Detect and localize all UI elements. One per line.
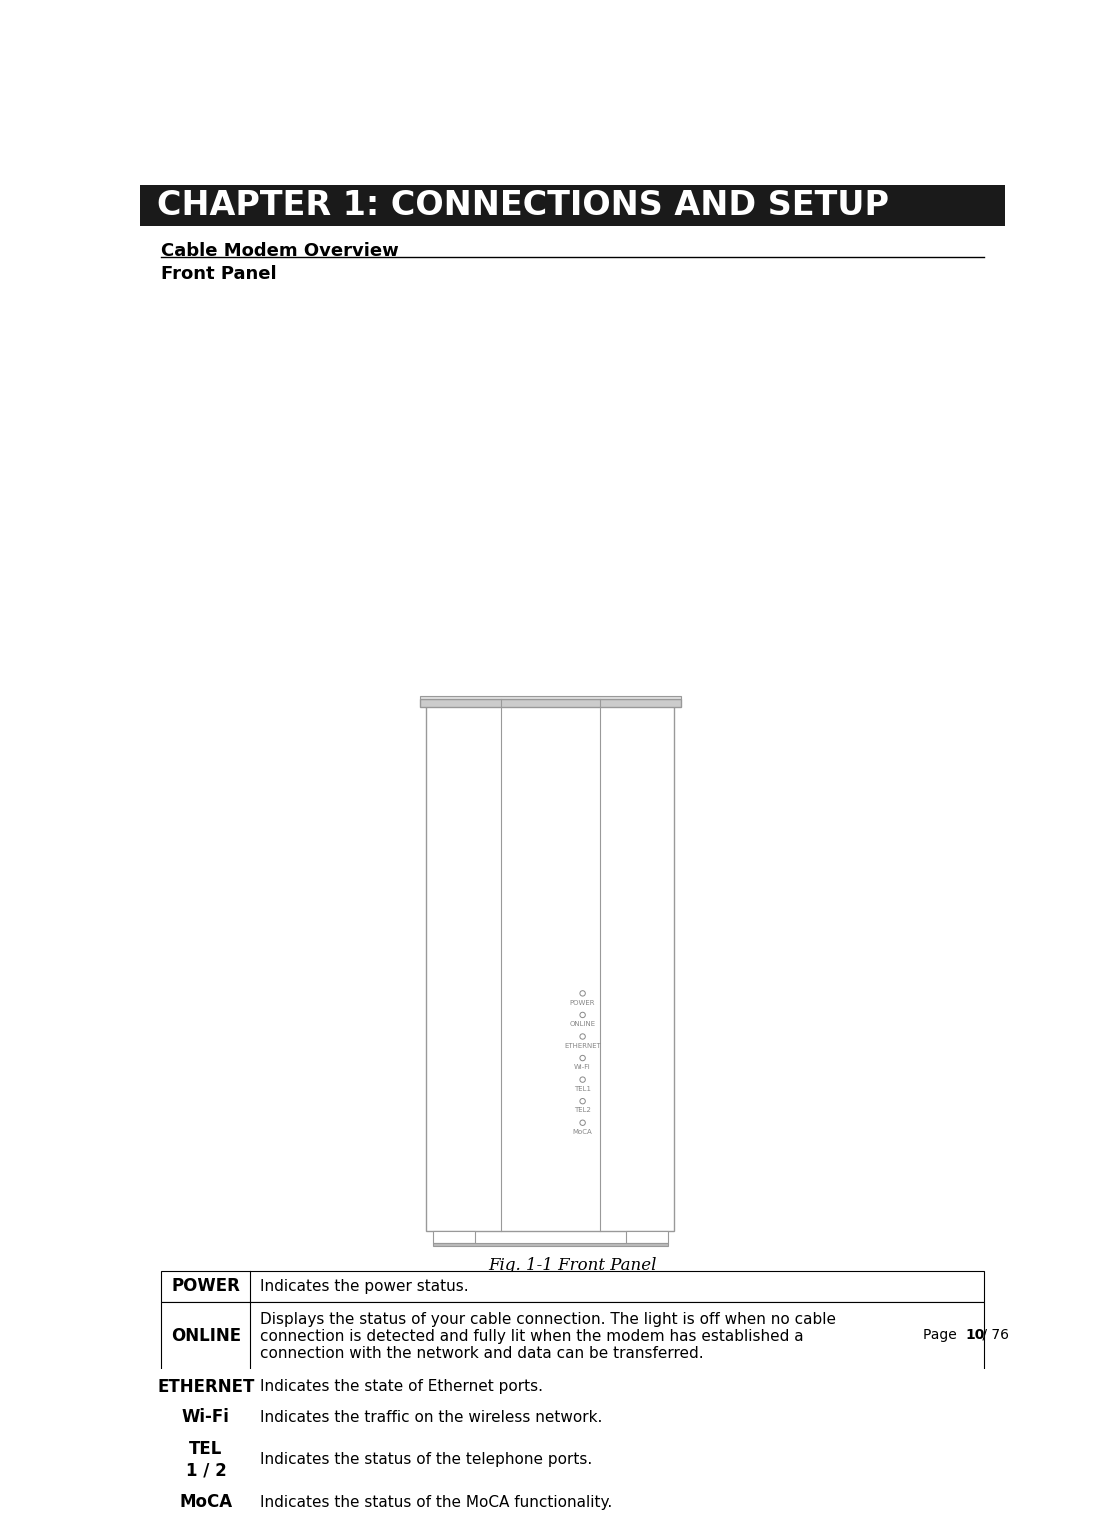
Text: Wi-Fi: Wi-Fi xyxy=(574,1064,591,1070)
Bar xyxy=(626,1230,668,1243)
Text: Displays the status of your cable connection. The light is off when no cable
con: Displays the status of your cable connec… xyxy=(260,1312,836,1361)
Text: TEL2: TEL2 xyxy=(574,1107,591,1114)
Bar xyxy=(432,1243,668,1246)
Text: 10: 10 xyxy=(965,1327,984,1341)
Bar xyxy=(161,1487,984,1518)
Text: ETHERNET: ETHERNET xyxy=(157,1378,255,1395)
Text: POWER: POWER xyxy=(171,1278,240,1295)
Text: Cable Modem Overview: Cable Modem Overview xyxy=(161,241,399,260)
Text: Fig. 1-1 Front Panel: Fig. 1-1 Front Panel xyxy=(488,1257,657,1273)
Text: TEL1: TEL1 xyxy=(574,1086,591,1092)
Bar xyxy=(427,698,675,1230)
Bar xyxy=(161,1270,984,1301)
Bar xyxy=(161,1403,984,1433)
Text: MoCA: MoCA xyxy=(180,1493,232,1510)
Bar xyxy=(420,695,680,698)
Bar xyxy=(432,1230,475,1243)
Text: ONLINE: ONLINE xyxy=(570,1021,595,1027)
Text: Indicates the status of the MoCA functionality.: Indicates the status of the MoCA functio… xyxy=(260,1495,612,1509)
Text: Indicates the power status.: Indicates the power status. xyxy=(260,1280,468,1293)
Text: Indicates the state of Ethernet ports.: Indicates the state of Ethernet ports. xyxy=(260,1380,543,1393)
Bar xyxy=(161,1372,984,1403)
Text: Page: Page xyxy=(923,1327,961,1341)
Bar xyxy=(140,185,1005,226)
Bar xyxy=(161,1433,984,1487)
Text: Indicates the status of the telephone ports.: Indicates the status of the telephone po… xyxy=(260,1452,592,1467)
Text: ONLINE: ONLINE xyxy=(171,1327,241,1346)
Text: POWER: POWER xyxy=(570,1000,595,1006)
Text: TEL
1 / 2: TEL 1 / 2 xyxy=(185,1440,227,1480)
Text: CHAPTER 1: CONNECTIONS AND SETUP: CHAPTER 1: CONNECTIONS AND SETUP xyxy=(156,189,889,221)
Text: ETHERNET: ETHERNET xyxy=(564,1043,601,1049)
Bar xyxy=(420,698,680,706)
Text: MoCA: MoCA xyxy=(573,1129,592,1135)
Text: / 76: / 76 xyxy=(978,1327,1009,1341)
Text: Front Panel: Front Panel xyxy=(161,265,277,283)
Text: Indicates the traffic on the wireless network.: Indicates the traffic on the wireless ne… xyxy=(260,1410,602,1424)
Text: Wi-Fi: Wi-Fi xyxy=(182,1409,230,1426)
Bar xyxy=(161,1301,984,1372)
